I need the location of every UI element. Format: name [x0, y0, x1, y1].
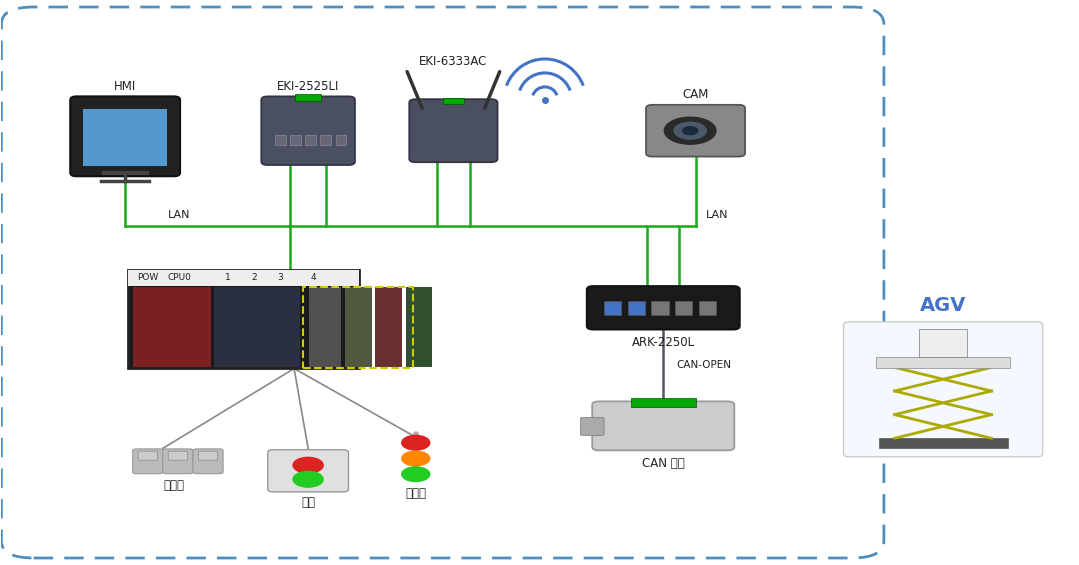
- FancyBboxPatch shape: [876, 357, 1010, 368]
- FancyBboxPatch shape: [442, 98, 464, 105]
- FancyBboxPatch shape: [133, 287, 210, 367]
- FancyBboxPatch shape: [592, 401, 735, 450]
- FancyBboxPatch shape: [290, 134, 301, 145]
- FancyBboxPatch shape: [646, 105, 746, 157]
- FancyBboxPatch shape: [309, 287, 341, 367]
- FancyBboxPatch shape: [275, 134, 286, 145]
- Circle shape: [293, 457, 324, 473]
- FancyBboxPatch shape: [83, 109, 167, 166]
- Text: LAN: LAN: [706, 210, 728, 220]
- FancyBboxPatch shape: [268, 450, 349, 492]
- FancyBboxPatch shape: [163, 449, 193, 473]
- Text: CAN-OPEN: CAN-OPEN: [677, 360, 732, 371]
- FancyBboxPatch shape: [844, 322, 1042, 457]
- Text: AGV: AGV: [920, 295, 967, 315]
- FancyBboxPatch shape: [127, 270, 359, 368]
- Text: CAM: CAM: [682, 89, 709, 102]
- FancyBboxPatch shape: [261, 97, 355, 165]
- FancyBboxPatch shape: [214, 287, 300, 367]
- FancyBboxPatch shape: [919, 329, 967, 357]
- FancyBboxPatch shape: [320, 134, 331, 145]
- Text: 3: 3: [277, 273, 284, 282]
- FancyBboxPatch shape: [193, 449, 223, 473]
- Text: EKI-2525LI: EKI-2525LI: [277, 80, 339, 93]
- Text: HMI: HMI: [114, 80, 136, 93]
- Text: 2: 2: [251, 273, 257, 282]
- Circle shape: [293, 471, 324, 487]
- Text: EKI-6333AC: EKI-6333AC: [420, 55, 488, 68]
- FancyBboxPatch shape: [406, 287, 433, 367]
- FancyBboxPatch shape: [375, 287, 402, 367]
- Text: CPU0: CPU0: [168, 273, 192, 282]
- Text: ARK-2250L: ARK-2250L: [631, 336, 695, 349]
- FancyBboxPatch shape: [138, 451, 158, 460]
- FancyBboxPatch shape: [296, 94, 322, 102]
- FancyBboxPatch shape: [199, 451, 218, 460]
- FancyBboxPatch shape: [581, 418, 604, 436]
- FancyBboxPatch shape: [675, 301, 693, 315]
- Text: 传感器: 传感器: [163, 479, 185, 492]
- Circle shape: [401, 467, 429, 481]
- FancyBboxPatch shape: [628, 301, 645, 315]
- Circle shape: [401, 451, 429, 466]
- FancyBboxPatch shape: [604, 301, 622, 315]
- FancyBboxPatch shape: [699, 301, 716, 315]
- FancyBboxPatch shape: [345, 287, 372, 367]
- Circle shape: [665, 117, 716, 144]
- Text: 4: 4: [310, 273, 316, 282]
- FancyBboxPatch shape: [127, 270, 359, 285]
- FancyBboxPatch shape: [336, 134, 346, 145]
- FancyBboxPatch shape: [305, 134, 316, 145]
- FancyBboxPatch shape: [587, 286, 740, 329]
- Text: POW: POW: [137, 273, 159, 282]
- Text: 1: 1: [224, 273, 230, 282]
- FancyBboxPatch shape: [168, 451, 188, 460]
- Text: CAN 模块: CAN 模块: [642, 457, 685, 470]
- FancyBboxPatch shape: [631, 398, 696, 407]
- Text: 指示灯: 指示灯: [406, 486, 426, 499]
- Text: LAN: LAN: [167, 210, 190, 220]
- Circle shape: [683, 127, 698, 134]
- Circle shape: [674, 122, 707, 139]
- FancyBboxPatch shape: [409, 99, 497, 162]
- FancyBboxPatch shape: [652, 301, 669, 315]
- Circle shape: [401, 436, 429, 450]
- FancyBboxPatch shape: [878, 438, 1008, 449]
- FancyBboxPatch shape: [70, 97, 180, 176]
- Text: 按钮: 按钮: [301, 496, 315, 509]
- FancyBboxPatch shape: [133, 449, 163, 473]
